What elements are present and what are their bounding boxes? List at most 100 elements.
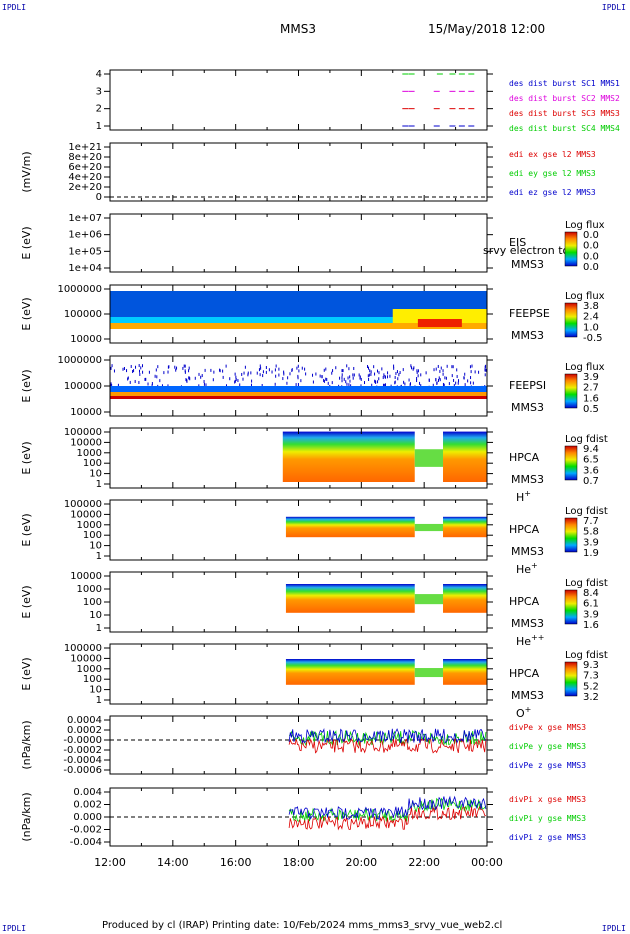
colorbar-tick-label: 5.8 (583, 527, 599, 538)
speckle (130, 364, 132, 368)
speckle (348, 367, 350, 371)
speckle (185, 378, 187, 382)
speckle (138, 381, 140, 385)
speckle (331, 381, 333, 385)
speckle (416, 377, 418, 381)
colorbar-title: Log fdist (565, 506, 608, 517)
x-tick-label: 00:00 (471, 856, 503, 869)
species-label: O+ (516, 705, 531, 720)
colorbar-tick-label: 0.5 (583, 404, 599, 415)
speckle (341, 369, 343, 373)
speckle (382, 376, 384, 380)
speckle (335, 366, 337, 370)
y-tick-label: 0.0002 (67, 725, 102, 736)
spectrogram-band (110, 386, 487, 392)
speckle (453, 383, 455, 387)
speckle (485, 368, 487, 372)
speckle (378, 371, 380, 375)
speckle (151, 382, 153, 386)
species-charge: + (525, 705, 532, 714)
panel-frame (109, 213, 488, 273)
series-blue (288, 795, 487, 821)
speckle (343, 377, 345, 381)
speckle (296, 366, 298, 370)
y-tick-label: 10000 (70, 334, 102, 345)
speckle (262, 370, 264, 374)
y-tick-label: 10 (89, 610, 102, 621)
y-tick-label: 10000 (70, 653, 102, 664)
speckle (383, 373, 385, 377)
corner-label-bottom-left: IPDLI (2, 924, 27, 933)
colorbar-tick-label: 0.0 (583, 251, 599, 262)
y-tick-label: 1e+05 (68, 246, 102, 257)
species-charge: ++ (531, 633, 544, 642)
speckle (138, 364, 140, 368)
colorbar-tick-label: -0.5 (583, 333, 603, 344)
colorbar-tick-label: 1.0 (583, 322, 599, 333)
y-tick-label: 0.0004 (67, 715, 102, 726)
speckle (275, 374, 277, 378)
y-axis-label: E (eV) (20, 226, 33, 259)
legend-entry: divPe z gse MMS3 (509, 761, 586, 770)
speckle (420, 384, 422, 388)
speckle (188, 366, 190, 370)
speckle (235, 377, 237, 381)
speckle (369, 369, 371, 373)
speckle (297, 364, 299, 368)
speckle (159, 379, 161, 383)
speckle (417, 374, 419, 378)
speckle (364, 381, 366, 385)
speckle (275, 364, 277, 368)
speckle (323, 379, 325, 383)
speckle (204, 368, 206, 372)
speckle (265, 366, 267, 370)
speckle (349, 375, 351, 379)
y-tick-label: 1 (96, 121, 102, 132)
panel-instrument-label: EIS (509, 236, 526, 249)
colorbar-tick-label: 1.9 (583, 548, 599, 559)
speckle (393, 364, 395, 368)
y-axis-label: (mV/m) (20, 151, 33, 192)
y-tick-label: 4e+20 (68, 172, 102, 183)
colorbar (564, 302, 578, 338)
y-tick-label: 1000 (77, 664, 102, 675)
y-tick-label: 100 (83, 458, 102, 469)
colorbar-title: Log fdist (565, 578, 608, 589)
speckle (141, 364, 143, 368)
speckle (332, 369, 334, 373)
speckle (455, 381, 457, 385)
speckle (184, 370, 186, 374)
speckle (298, 369, 300, 373)
y-tick-label: 1e+06 (68, 230, 102, 241)
speckle (360, 377, 362, 381)
speckle (283, 372, 285, 376)
speckle (397, 377, 399, 381)
panel-spacecraft-label: MMS3 (511, 689, 544, 702)
colorbar-tick-label: 7.3 (583, 671, 599, 682)
y-tick-label: 6e+20 (68, 162, 102, 173)
speckle (289, 372, 291, 376)
x-tick-label: 12:00 (94, 856, 126, 869)
speckle (174, 365, 176, 369)
spectrogram-block (414, 523, 444, 532)
panel-spacecraft-label: MMS3 (511, 329, 544, 342)
panel-instrument-label: HPCA (509, 451, 540, 464)
panel-hpca_hepp: 10000 1000 100 10 1 E (eV) HPCA MMS3 He++ Log fdi… (20, 571, 608, 648)
speckle (377, 380, 379, 384)
speckle (110, 382, 112, 386)
speckle (300, 379, 302, 383)
speckle (117, 383, 119, 387)
speckle (234, 379, 236, 383)
spectrogram-block (285, 659, 415, 685)
y-axis-label: E (eV) (20, 369, 33, 402)
speckle (384, 383, 386, 387)
speckle (127, 376, 129, 380)
speckle (478, 370, 480, 374)
speckle (384, 375, 386, 379)
speckle (416, 369, 418, 373)
speckle (312, 380, 314, 384)
speckle (433, 368, 435, 372)
y-tick-label: 0.004 (73, 787, 102, 798)
speckle (345, 380, 347, 384)
